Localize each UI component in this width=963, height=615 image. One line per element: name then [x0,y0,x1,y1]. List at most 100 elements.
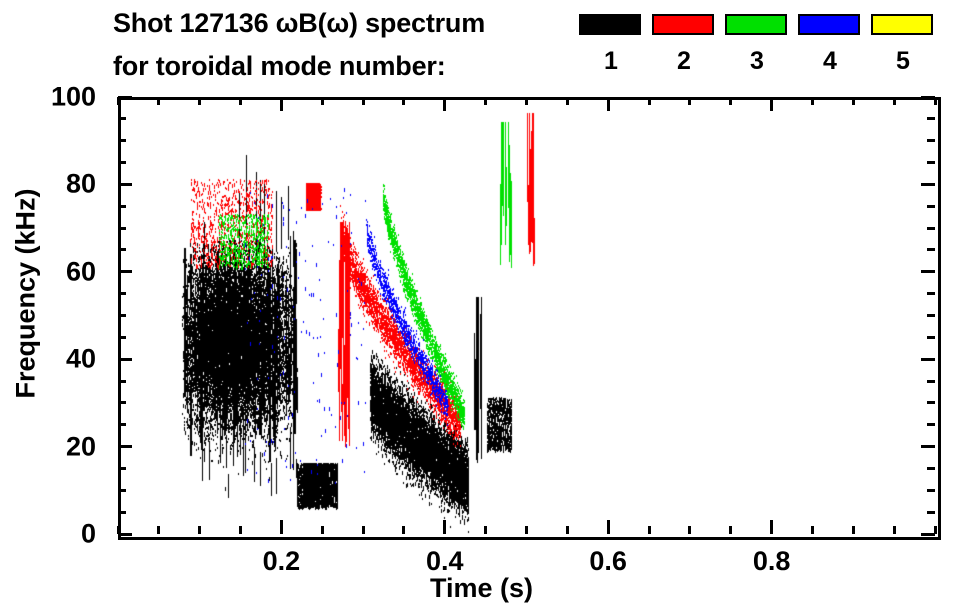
legend-label-3: 3 [750,47,764,75]
legend-item-5: 5 [871,14,935,74]
y-tick-left [118,117,126,121]
y-tick-label-0: 0 [80,518,96,549]
x-tick-top [198,97,202,105]
x-tick-top [525,97,528,105]
legend-swatch-4 [798,14,860,35]
x-tick-top [239,97,243,105]
y-tick-label-20: 20 [65,431,96,462]
y-tick-label-80: 80 [65,168,96,199]
y-tick-left [118,95,132,99]
y-tick-right [927,117,935,121]
x-tick-top [688,97,692,105]
x-tick-bottom [320,526,324,534]
x-tick-label-0.2: 0.2 [262,546,301,576]
legend-item-3: 3 [725,14,789,74]
x-tick-top [279,97,283,111]
x-tick-bottom [810,526,814,534]
y-tick-right [927,204,935,208]
x-tick-top [647,97,651,105]
legend-item-2: 2 [652,14,716,74]
y-tick-right [927,401,935,405]
legend-swatch-2 [652,14,714,35]
x-tick-top [770,97,774,111]
x-tick-bottom [851,526,855,534]
plot-area [118,97,941,540]
y-tick-right [927,292,935,296]
x-tick-bottom [892,526,896,534]
y-tick-left [118,488,126,492]
x-tick-bottom [484,526,488,534]
x-tick-label-0.6: 0.6 [589,546,627,576]
y-tick-right [927,139,935,143]
y-tick-left [118,423,126,427]
y-tick-right [927,226,935,230]
x-tick-bottom [525,526,528,534]
y-tick-left [118,226,126,230]
x-tick-top [116,97,120,105]
y-tick-left [118,379,126,383]
x-tick-top [320,97,324,105]
y-tick-left [118,161,126,165]
y-tick-left [118,139,126,143]
x-axis-label: Time (s) [429,573,534,603]
x-tick-bottom [157,526,161,534]
y-tick-left [118,401,126,405]
y-tick-left [118,248,126,252]
x-tick-top [933,97,937,105]
x-tick-top [729,97,733,105]
x-tick-top [443,97,447,111]
legend-label-5: 5 [896,47,910,75]
chart-title-line-2: for toroidal mode number: [113,51,446,81]
y-tick-left [118,532,132,536]
y-tick-label-40: 40 [65,343,96,374]
x-tick-bottom [239,526,243,534]
y-tick-right [927,423,935,427]
y-tick-left [118,510,126,514]
legend-swatch-5 [871,14,933,35]
y-tick-right [921,357,935,361]
y-tick-right [927,335,935,339]
y-tick-right [927,161,935,165]
x-tick-top [565,97,569,105]
x-tick-top [361,97,365,105]
y-tick-right [921,182,935,186]
y-tick-label-60: 60 [65,256,96,287]
legend-item-4: 4 [798,14,862,74]
legend-swatch-1 [579,14,641,35]
legend-item-1: 1 [579,14,643,74]
y-tick-left [118,335,126,339]
x-tick-label-0.8: 0.8 [752,546,791,576]
y-tick-left [118,270,132,274]
y-axis-label: Frequency (kHz) [10,188,41,399]
x-tick-bottom [116,526,120,534]
x-tick-bottom [279,520,283,534]
x-tick-bottom [402,526,406,534]
x-tick-top [606,97,610,111]
y-tick-left [118,466,126,470]
x-tick-bottom [443,520,447,534]
x-tick-top [851,97,855,105]
y-tick-right [927,488,935,492]
y-tick-label-100: 100 [50,81,96,112]
x-tick-top [484,97,488,105]
y-tick-right [927,248,935,252]
x-tick-bottom [647,526,651,534]
y-tick-left [118,204,126,208]
x-tick-bottom [729,526,733,534]
y-tick-left [118,292,126,296]
y-tick-right [921,270,935,274]
x-tick-bottom [688,526,692,534]
y-tick-left [118,357,132,361]
spectrogram-canvas [121,100,938,537]
legend-label-2: 2 [677,47,691,75]
x-tick-bottom [933,526,937,534]
x-tick-bottom [565,526,569,534]
y-tick-right [927,510,935,514]
x-tick-bottom [606,520,610,534]
legend-swatch-3 [725,14,787,35]
x-tick-top [157,97,161,105]
x-tick-bottom [361,526,365,534]
y-tick-right [927,379,935,383]
y-tick-left [118,445,132,449]
